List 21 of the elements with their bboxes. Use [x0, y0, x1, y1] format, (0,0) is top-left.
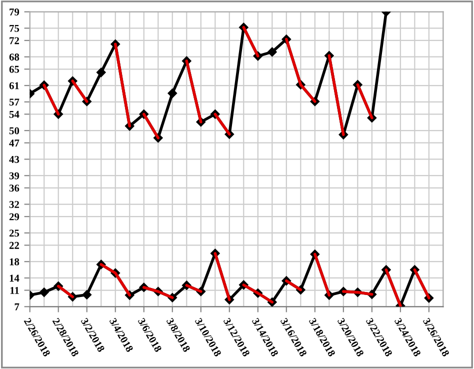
y-tick-label: 47	[9, 140, 20, 146]
y-tick-label: 72	[10, 37, 19, 44]
y-tick-label: 50	[9, 127, 20, 134]
y-tick-label: 61	[9, 82, 19, 90]
y-tick-label: 32	[9, 200, 19, 208]
y-tick-label: 39	[9, 172, 20, 180]
y-tick-label: 11	[10, 286, 19, 294]
y-tick-label: 25	[9, 230, 20, 237]
y-tick-label: 57	[9, 98, 20, 106]
y-tick-label: 29	[9, 213, 20, 220]
y-tick-label: 14	[10, 274, 20, 282]
y-tick-label: 79	[10, 8, 20, 16]
y-tick-label: 54	[9, 110, 20, 118]
y-tick-label: 43	[9, 156, 20, 163]
y-tick-label: 7	[14, 303, 20, 310]
y-tick-label: 36	[9, 184, 20, 192]
y-tick-label: 18	[10, 258, 20, 266]
y-tick-label: 75	[10, 24, 20, 32]
y-tick-label: 68	[9, 54, 20, 61]
y-tick-label: 65	[9, 66, 20, 73]
y-tick-label: 22	[9, 242, 19, 249]
